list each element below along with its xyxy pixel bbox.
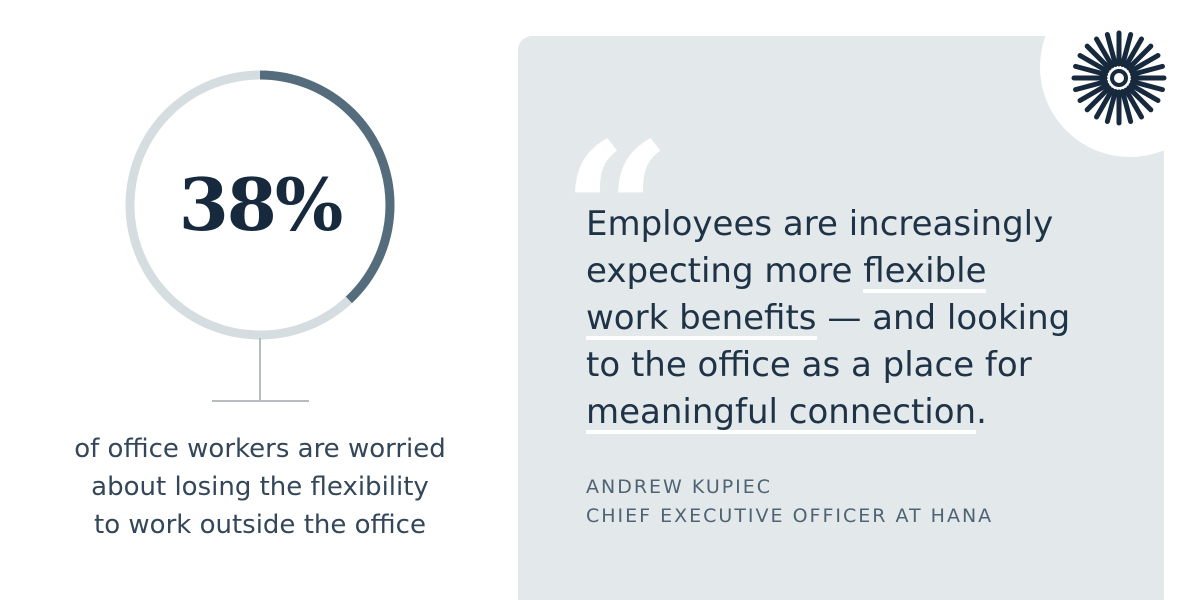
logo-ray — [1128, 82, 1161, 103]
sunburst-logo-icon — [1071, 30, 1167, 126]
statistic-caption: of office workers are worried about losi… — [45, 430, 475, 544]
quote-line: work benefits — and looking — [586, 298, 1071, 340]
logo-ray — [1120, 89, 1134, 124]
caption-line: about losing the flexibility — [91, 472, 429, 502]
quote-highlight: flexible — [863, 251, 987, 293]
caption-line: to work outside the office — [94, 510, 426, 540]
quote-text: Employees are increasingly expecting mor… — [586, 201, 1146, 436]
logo-ray — [1084, 43, 1112, 71]
logo-ray — [1123, 87, 1144, 120]
logo-ray — [1104, 32, 1118, 67]
quote-line: Employees are increasingly — [586, 204, 1054, 244]
quote-line: to the office as a place for — [586, 345, 1032, 385]
logo-ray — [1084, 85, 1112, 113]
logo-ray — [1077, 82, 1110, 103]
author-title: CHIEF EXECUTIVE OFFICER AT HANA — [586, 505, 994, 527]
logo-ray — [1120, 32, 1134, 67]
logo-ray — [1128, 53, 1161, 74]
connector-base — [212, 400, 309, 402]
logo-ray — [1094, 36, 1115, 69]
author-name: ANDREW KUPIEC — [586, 476, 773, 498]
quote-highlight: work benefits — [586, 298, 817, 340]
logo-ray — [1094, 87, 1115, 120]
logo-ray — [1126, 43, 1154, 71]
open-quote-icon: “ — [562, 101, 672, 324]
logo-ray — [1104, 89, 1118, 124]
logo-ray — [1123, 36, 1144, 69]
percent-value: 38% — [178, 162, 344, 247]
caption-line: of office workers are worried — [74, 434, 446, 464]
percent-ring — [125, 70, 395, 340]
quote-line: expecting more flexible — [586, 251, 987, 293]
logo-ray — [1073, 63, 1108, 77]
logo-ray — [1073, 79, 1108, 93]
logo-ray — [1130, 79, 1165, 93]
quote-line: meaningful connection. — [586, 392, 987, 434]
statistic-panel: 38% of office workers are worried about … — [0, 0, 520, 600]
logo-ray — [1130, 63, 1165, 77]
logo-ray — [1126, 85, 1154, 113]
connector-stem — [259, 338, 261, 401]
quote-attribution: ANDREW KUPIEC CHIEF EXECUTIVE OFFICER AT… — [586, 473, 993, 531]
logo-badge — [1040, 0, 1200, 157]
quote-highlight: meaningful connection — [586, 392, 977, 434]
logo-ray — [1077, 53, 1110, 74]
ring-progress-arc — [125, 70, 395, 340]
